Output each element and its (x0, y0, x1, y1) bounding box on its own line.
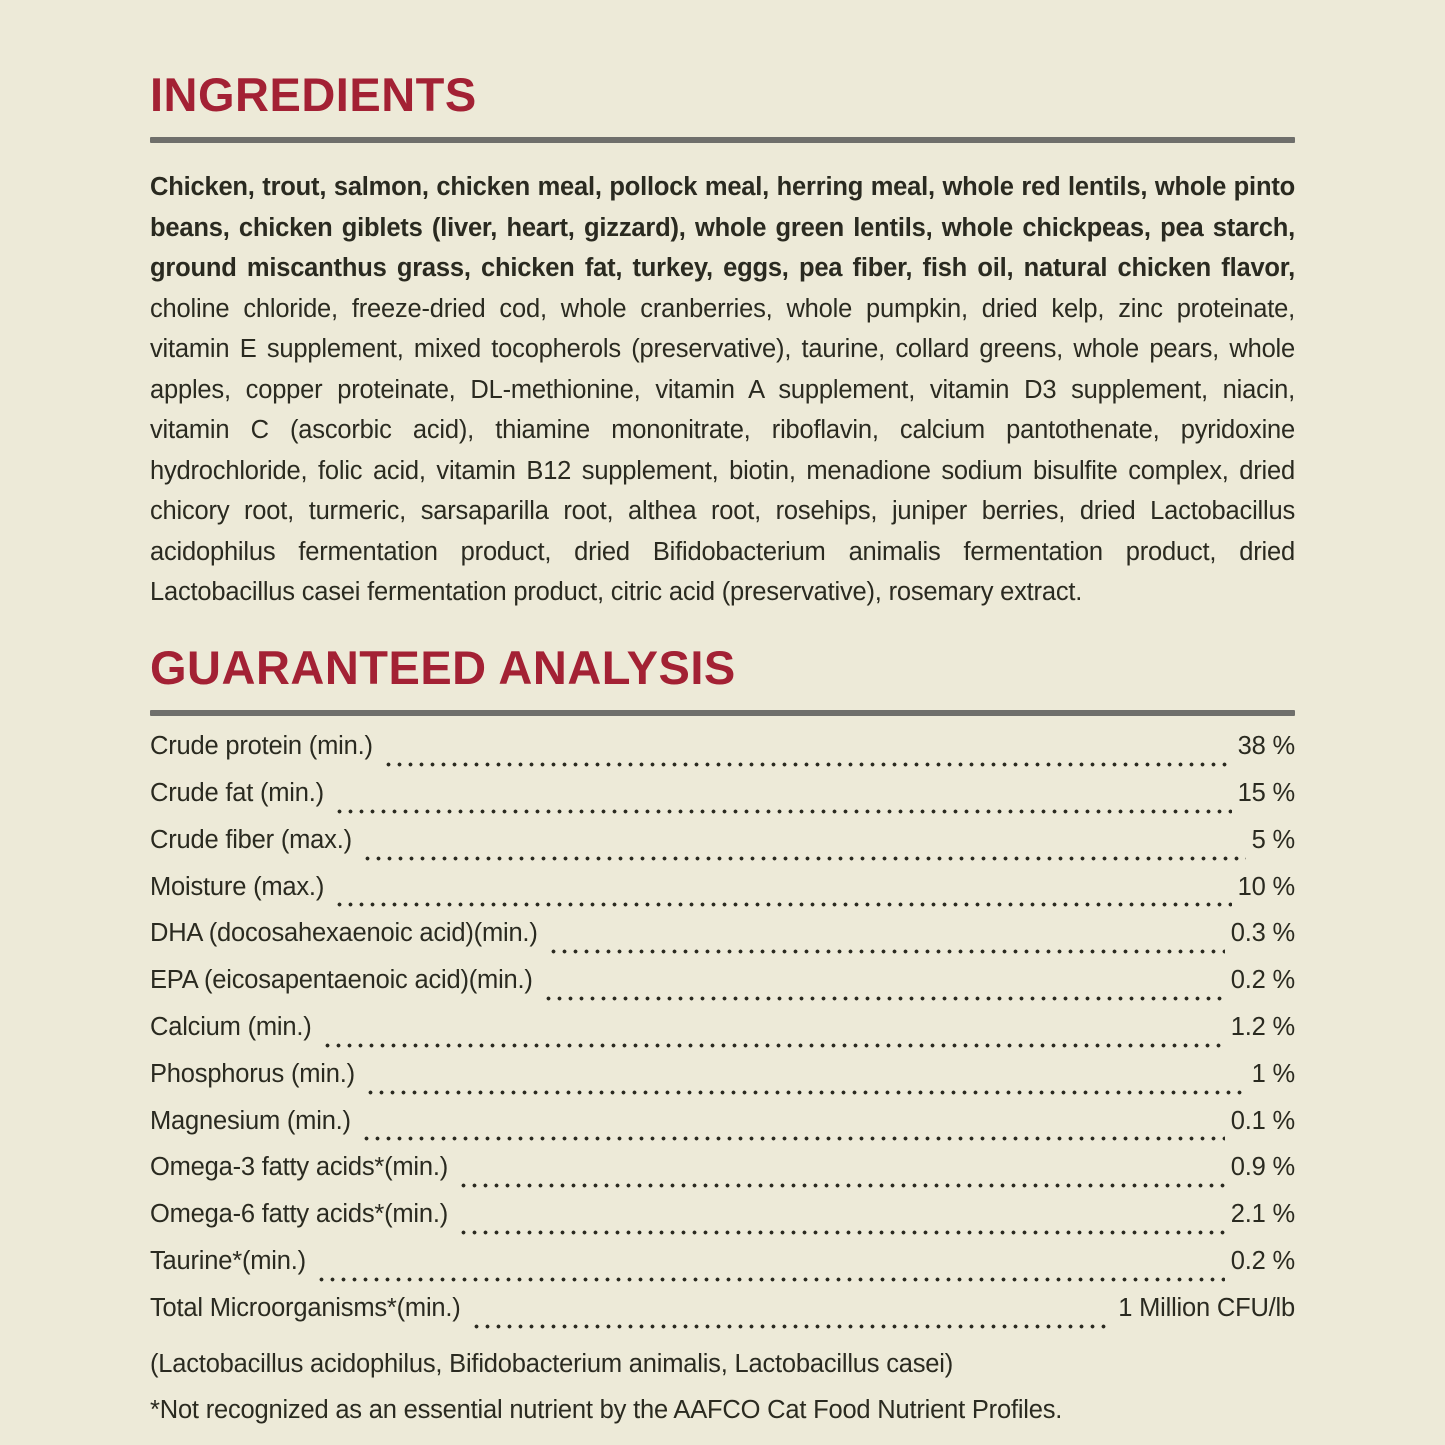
dot-leader (547, 919, 1225, 967)
analysis-label: EPA (eicosapentaenoic acid)(min.) (150, 966, 533, 995)
analysis-label: Total Microorganisms*(min.) (150, 1293, 461, 1322)
guaranteed-analysis-table: Crude protein (min.) 38 % Crude fat (min… (150, 732, 1295, 1434)
analysis-label: Crude protein (min.) (150, 732, 373, 761)
dot-leader (458, 1200, 1225, 1247)
dot-leader (470, 1293, 1113, 1341)
analysis-value: 0.9 % (1230, 1153, 1295, 1182)
analysis-row: Crude fat (min.) 15 % (150, 778, 1296, 826)
analysis-value: 38 % (1237, 732, 1296, 761)
dot-leader (382, 732, 1232, 779)
dot-leader (542, 966, 1225, 1013)
analysis-label: Phosphorus (min.) (150, 1059, 355, 1088)
ingredients-primary-list: Chicken, trout, salmon, chicken meal, po… (150, 173, 1295, 283)
analysis-value: 1.2 % (1230, 1012, 1295, 1041)
analysis-value: 0.2 % (1230, 1246, 1295, 1275)
analysis-row: EPA (eicosapentaenoic acid)(min.) 0.2 % (150, 966, 1295, 1013)
analysis-value: 0.3 % (1230, 919, 1295, 948)
analysis-label: Crude fat (min.) (150, 778, 324, 807)
analysis-value: 0.2 % (1230, 966, 1295, 995)
guaranteed-analysis-title: GUARANTEED ANALYSIS (150, 640, 736, 694)
dot-leader (360, 1106, 1225, 1154)
analysis-row: Total Microorganisms*(min.) 1 Million CF… (150, 1293, 1295, 1341)
microorganisms-note: (Lactobacillus acidophilus, Bifidobacter… (150, 1349, 954, 1378)
ingredients-paragraph: Chicken, trout, salmon, chicken meal, po… (150, 167, 1295, 613)
ingredients-title: INGREDIENTS (150, 68, 477, 121)
analysis-label: Omega-3 fatty acids*(min.) (150, 1153, 449, 1182)
analysis-label: Taurine*(min.) (150, 1246, 306, 1275)
analysis-label: Calcium (min.) (150, 1012, 312, 1041)
analysis-label: DHA (docosahexaenoic acid)(min.) (150, 919, 538, 948)
guaranteed-analysis-divider (150, 710, 1295, 717)
analysis-row: Omega-3 fatty acids*(min.) 0.9 % (150, 1153, 1295, 1201)
dot-leader (364, 1059, 1246, 1107)
analysis-row: Phosphorus (min.) 1 % (150, 1059, 1296, 1107)
ingredients-divider (150, 137, 1295, 144)
analysis-row: Taurine*(min.) 0.2 % (150, 1246, 1295, 1294)
analysis-label: Crude fiber (max.) (150, 825, 352, 854)
analysis-label: Magnesium (min.) (150, 1106, 351, 1135)
dot-leader (458, 1153, 1225, 1201)
analysis-row: Crude fiber (max.) 5 % (150, 825, 1296, 873)
ingredients-secondary-list: choline chloride, freeze-dried cod, whol… (150, 294, 1295, 607)
analysis-value: 10 % (1237, 872, 1296, 901)
analysis-label: Omega-6 fatty acids*(min.) (150, 1200, 449, 1229)
aafco-footnote: *Not recognized as an essential nutrient… (150, 1396, 1063, 1425)
analysis-label: Moisture (max.) (150, 872, 325, 901)
dot-leader (315, 1246, 1225, 1294)
analysis-row: Calcium (min.) 1.2 % (150, 1012, 1295, 1060)
dot-leader (361, 825, 1246, 873)
dot-leader (333, 778, 1232, 826)
analysis-value: 1 % (1251, 1059, 1296, 1088)
analysis-row: Moisture (max.) 10 % (150, 872, 1296, 920)
analysis-value: 15 % (1237, 778, 1296, 807)
analysis-row: DHA (docosahexaenoic acid)(min.) 0.3 % (150, 919, 1295, 967)
analysis-row: Magnesium (min.) 0.1 % (150, 1106, 1295, 1154)
analysis-row: Crude protein (min.) 38 % (150, 732, 1295, 779)
analysis-value: 1 Million CFU/lb (1118, 1293, 1295, 1322)
analysis-value: 0.1 % (1230, 1106, 1295, 1135)
analysis-value: 2.1 % (1230, 1200, 1295, 1229)
analysis-value: 5 % (1251, 825, 1296, 854)
dot-leader (321, 1012, 1225, 1060)
analysis-row: Omega-6 fatty acids*(min.) 2.1 % (150, 1200, 1295, 1247)
dot-leader (334, 872, 1232, 920)
